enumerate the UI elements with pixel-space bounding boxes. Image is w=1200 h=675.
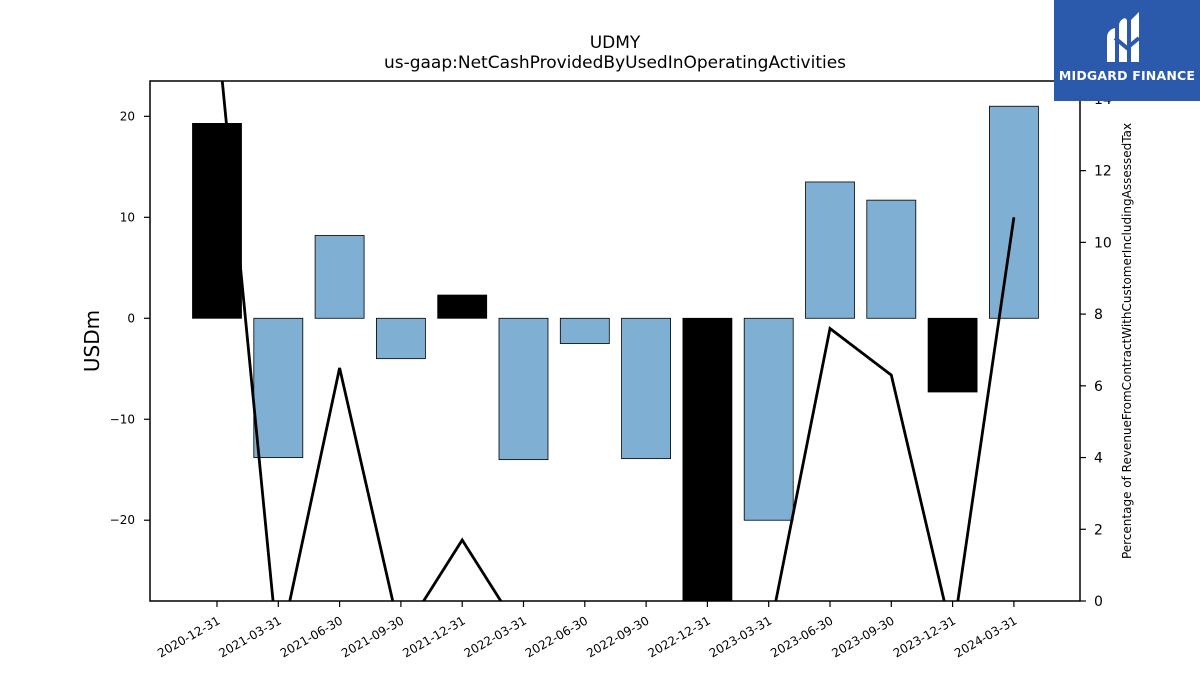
bar-2021-03-31 <box>253 317 304 459</box>
y-tick-label: 0 <box>127 311 135 325</box>
bar-group <box>192 105 1039 602</box>
x-tick-label: 2023-12-31 <box>891 613 958 660</box>
percentage-line <box>220 81 1016 601</box>
x-tick-label: 2022-12-31 <box>645 613 712 660</box>
y-tick-label: 10 <box>120 210 135 224</box>
bar-2023-09-30 <box>866 199 917 319</box>
bar-2022-12-31 <box>682 317 733 602</box>
y-axis: 20 10 0 −10 −20 <box>110 109 150 527</box>
y2-axis: 02468101214 <box>1080 92 1112 610</box>
y2-tick-label: 8 <box>1094 307 1103 323</box>
x-axis: 2020-12-312021-03-312021-06-302021-09-30… <box>155 601 1019 660</box>
chart-title: UDMY <box>590 33 641 53</box>
bar-2020-12-31 <box>192 123 242 319</box>
brand-logo: MIDGARD FINANCE <box>1054 0 1200 101</box>
y2-tick-label: 4 <box>1094 451 1103 467</box>
x-tick-label: 2022-03-31 <box>462 613 529 660</box>
bar-2022-03-31 <box>498 317 549 461</box>
y2-tick-label: 12 <box>1094 164 1112 180</box>
x-tick-label: 2022-06-30 <box>523 613 590 660</box>
x-tick-label: 2023-09-30 <box>829 613 896 660</box>
x-tick-label: 2023-06-30 <box>768 613 835 660</box>
y2-tick-label: 6 <box>1094 379 1103 395</box>
y2-tick-label: 0 <box>1094 594 1103 610</box>
bar-2023-12-31 <box>927 317 978 393</box>
x-tick-label: 2024-03-31 <box>952 613 1019 660</box>
x-tick-label: 2021-12-31 <box>400 613 467 660</box>
y-tick-label: −10 <box>110 412 135 426</box>
y-axis-label: USDm <box>80 310 104 372</box>
bar-2023-03-31 <box>743 317 794 521</box>
bar-2021-09-30 <box>375 317 426 360</box>
y2-tick-label: 10 <box>1094 235 1112 251</box>
x-tick-label: 2022-09-30 <box>584 613 651 660</box>
bar-2021-06-30 <box>314 235 365 319</box>
plot-frame <box>149 80 1081 602</box>
x-tick-label: 2021-09-30 <box>339 613 406 660</box>
logo-mark-icon <box>1107 12 1141 62</box>
bar-2022-06-30 <box>559 317 610 344</box>
x-tick-label: 2021-03-31 <box>216 613 283 660</box>
y2-tick-label: 2 <box>1094 522 1103 538</box>
x-tick-label: 2023-03-31 <box>707 613 774 660</box>
line-layer <box>220 81 1016 601</box>
bar-2022-09-30 <box>621 317 671 460</box>
bar-2021-12-31 <box>437 294 488 319</box>
bar-2024-03-31 <box>989 105 1039 319</box>
x-tick-label: 2021-06-30 <box>278 613 345 660</box>
x-tick-label: 2020-12-31 <box>155 613 222 660</box>
y2-axis-label: Percentage of RevenueFromContractWithCus… <box>1120 123 1134 559</box>
y-tick-label: 20 <box>120 109 135 123</box>
y-tick-label: −20 <box>110 513 135 527</box>
logo-text: MIDGARD FINANCE <box>1058 68 1196 83</box>
chart-subtitle: us-gaap:NetCashProvidedByUsedInOperating… <box>384 53 846 73</box>
bar-2023-06-30 <box>805 181 855 319</box>
